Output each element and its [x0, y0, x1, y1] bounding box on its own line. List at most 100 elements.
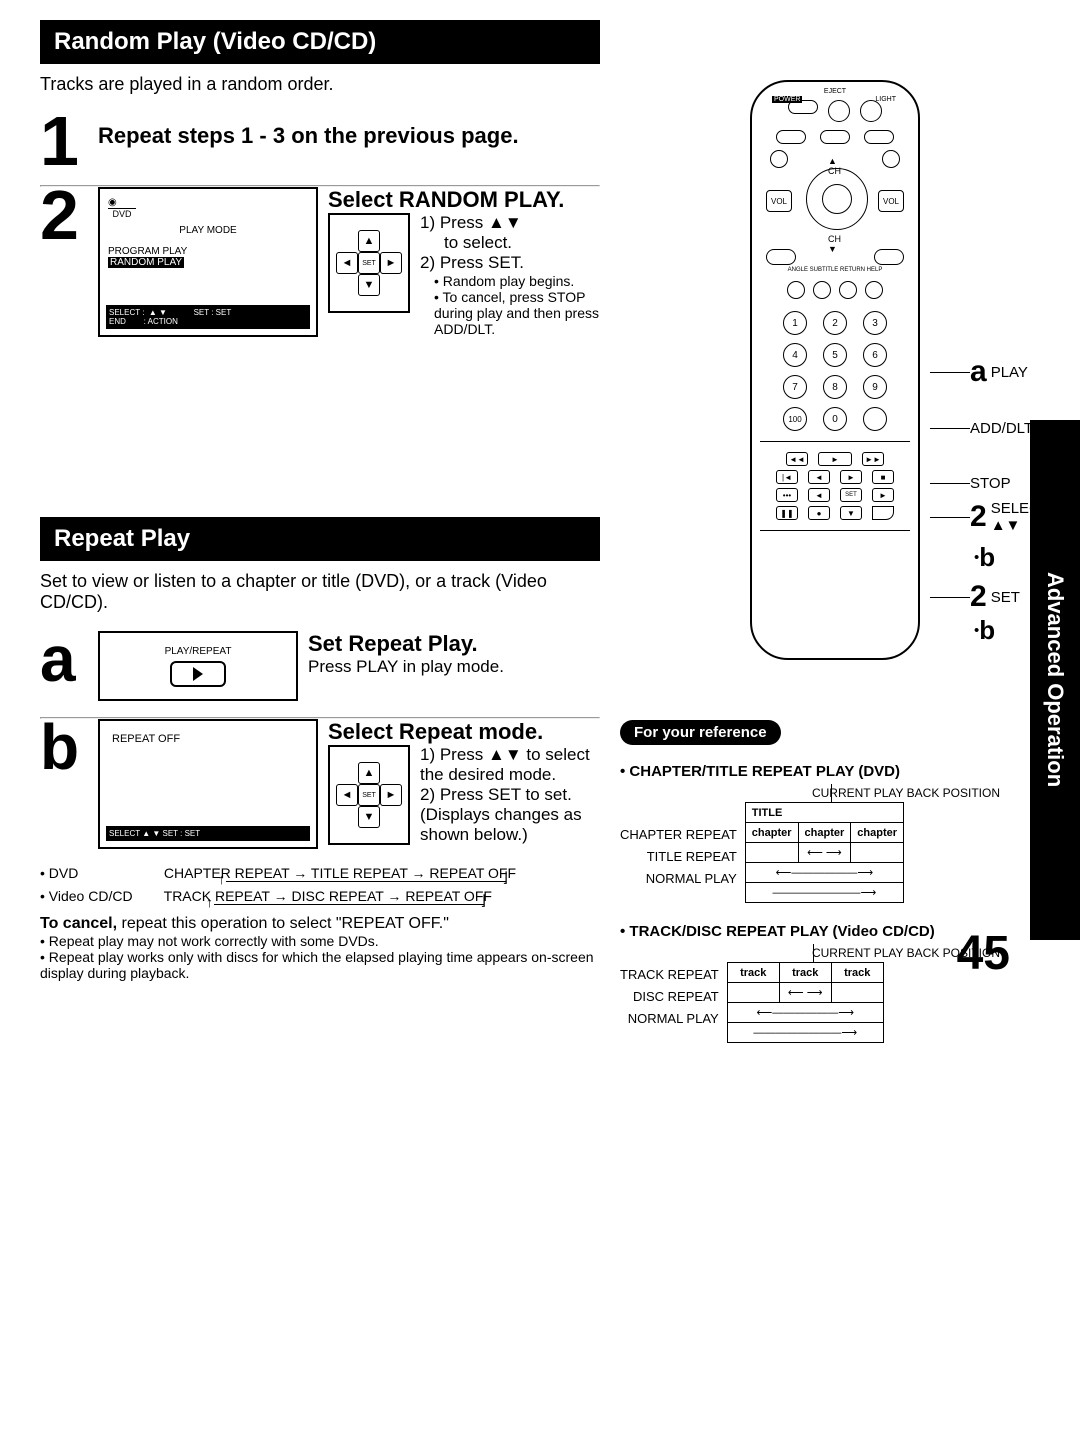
ff-button-icon: ►► [862, 452, 884, 466]
track-head: track [727, 963, 779, 983]
play-repeat-button-box: PLAY/REPEAT [98, 631, 298, 701]
remote-power-label: POWER [772, 96, 802, 103]
random-play-header: Random Play (Video CD/CD) [40, 20, 600, 64]
num-100-button: 100 [783, 407, 807, 431]
left-column: Random Play (Video CD/CD) Tracks are pla… [40, 20, 600, 981]
play-repeat-button-icon: ► [818, 452, 852, 466]
dial-area: ▲CH VOL VOL CH▼ [752, 150, 918, 265]
nav-left-icon: ◄ [336, 252, 358, 274]
page-number: 45 [957, 926, 1010, 981]
nav-down-icon: ▼ [358, 274, 380, 296]
cd-repeat-title: • TRACK/DISC REPEAT PLAY (Video CD/CD) [620, 923, 1000, 940]
nav-right-icon: ► [380, 252, 402, 274]
left-arrow-button-icon: ◄ [808, 488, 830, 502]
eject-button-icon [828, 100, 850, 122]
num-0-button: 0 [823, 407, 847, 431]
subtitle-button-icon [813, 281, 831, 299]
repeat-play-intro: Set to view or listen to a chapter or ti… [40, 571, 600, 613]
position-label: CURRENT PLAY BACK POSITION [620, 786, 1000, 800]
transport-controls: ◄◄ ► ►► |◄ ◄ ► ■ ••• ◄ SET ► ❚❚ [760, 441, 910, 531]
step-1-number: 1 [40, 113, 88, 169]
dvd-table: TITLE chapter chapter chapter ⟵ ⟶ ⟵―――――… [745, 802, 904, 903]
down-button-icon: ▼ [840, 506, 862, 520]
num-5-button: 5 [823, 343, 847, 367]
play-triangle-icon [193, 667, 203, 681]
dial-corner-icon [882, 150, 900, 168]
nav-up-icon: ▲ [358, 762, 380, 784]
step-2-number: 2 [40, 187, 88, 243]
pause-button-icon: ❚❚ [776, 506, 798, 520]
remote-control-diagram: EJECT POWER LIGHT ▲CH VOL VOL C [750, 80, 920, 660]
position-label-2: CURRENT PLAY BACK POSITION [620, 946, 1000, 960]
display-button-icon [864, 130, 894, 144]
skip-back-button-icon: |◄ [776, 470, 798, 484]
right-arrow-button-icon: ► [872, 488, 894, 502]
step-b-row: b REPEAT OFF SELECT ▲ ▼ SET : SET Select… [40, 719, 600, 849]
nav-down-icon: ▼ [358, 806, 380, 828]
chapter-head: chapter [798, 823, 851, 843]
step-1-row: 1 Repeat steps 1 - 3 on the previous pag… [40, 113, 600, 169]
title-cell: TITLE [745, 803, 903, 823]
step-2-instructions: 1) Press ▲▼ to select. 2) Press SET. • R… [420, 213, 600, 337]
dial-corner-icon [770, 150, 788, 168]
help-button-icon [865, 281, 883, 299]
random-play-intro: Tracks are played in a random order. [40, 74, 600, 95]
angle-button-icon [787, 281, 805, 299]
remote-eject-label: EJECT [752, 88, 918, 95]
step-2-row: 2 ◉ DVD PLAY MODE PROGRAM PLAY RANDOM PL… [40, 187, 600, 337]
step-a-letter: a [40, 631, 88, 689]
set-button-icon: SET [840, 488, 862, 502]
nav-set-icon: SET [358, 784, 380, 806]
stop-button-icon: ■ [872, 470, 894, 484]
cd-diagram: TRACK REPEAT DISC REPEAT NORMAL PLAY tra… [620, 962, 1000, 1043]
dvd-diagram: CHAPTER REPEAT TITLE REPEAT NORMAL PLAY … [620, 802, 1000, 903]
num-4-button: 4 [783, 343, 807, 367]
step-b-screen: REPEAT OFF SELECT ▲ ▼ SET : SET [98, 719, 318, 849]
dvd-cycle: • DVD CHAPTER REPEAT → TITLE REPEAT → RE… [40, 865, 600, 882]
step-b-letter: b [40, 719, 88, 777]
screen-footer: SELECT : ▲ ▼ SET : SET END : ACTION [106, 305, 310, 329]
remote-light-label: LIGHT [875, 96, 896, 103]
audio-button-icon: ••• [776, 488, 798, 502]
speed-button-icon [872, 506, 894, 520]
return-button-icon [839, 281, 857, 299]
nav-set-icon: SET [358, 252, 380, 274]
vol-minus-icon: VOL [766, 190, 792, 212]
screen-playmode-label: PLAY MODE [108, 225, 308, 236]
num-1-button: 1 [783, 311, 807, 335]
screen-dvd-label: DVD [108, 208, 136, 219]
num-3-button: 3 [863, 311, 887, 335]
row-chapter-repeat: CHAPTER REPEAT [620, 824, 737, 846]
repeat-off-label: REPEAT OFF [112, 733, 308, 745]
vol-plus-icon: VOL [878, 190, 904, 212]
play-button-icon [170, 661, 226, 687]
step-2-screen: ◉ DVD PLAY MODE PROGRAM PLAY RANDOM PLAY… [98, 187, 318, 337]
nav-right-icon: ► [380, 784, 402, 806]
row-title-repeat: TITLE REPEAT [620, 846, 737, 868]
vcrdvd-button-icon [820, 130, 850, 144]
reference-section: For your reference • CHAPTER/TITLE REPEA… [620, 720, 1000, 1063]
nav-up-icon: ▲ [358, 230, 380, 252]
screen-random-play: RANDOM PLAY [108, 257, 308, 268]
step-1-title: Repeat steps 1 - 3 on the previous page. [98, 123, 519, 149]
step-a-title: Set Repeat Play. [308, 631, 504, 657]
num-2-button: 2 [823, 311, 847, 335]
step-b-instructions: 1) Press ▲▼ to select the desired mode. … [420, 745, 600, 845]
play-repeat-label: PLAY/REPEAT [165, 646, 232, 657]
step-2-title: Select RANDOM PLAY. [328, 187, 600, 213]
page: Random Play (Video CD/CD) Tracks are pla… [0, 0, 1080, 1001]
track-head: track [779, 963, 831, 983]
step-a-row: a PLAY/REPEAT Set Repeat Play. Press PLA… [40, 631, 600, 701]
reference-pill: For your reference [620, 720, 781, 745]
step-b-title: Select Repeat mode. [328, 719, 600, 745]
row-disc-repeat: DISC REPEAT [620, 986, 719, 1008]
skip-back2-button-icon: ◄ [808, 470, 830, 484]
num-9-button: 9 [863, 375, 887, 399]
screen-program-play: PROGRAM PLAY [108, 246, 308, 257]
track-head: track [831, 963, 883, 983]
mid-labels: ANGLE SUBTITLE RETURN HELP [752, 267, 918, 273]
prog-button-icon [874, 249, 904, 265]
row-normal-play: NORMAL PLAY [620, 868, 737, 890]
row-track-repeat: TRACK REPEAT [620, 964, 719, 986]
nav-pad-box: ▲ ◄SET► ▼ [328, 213, 410, 313]
